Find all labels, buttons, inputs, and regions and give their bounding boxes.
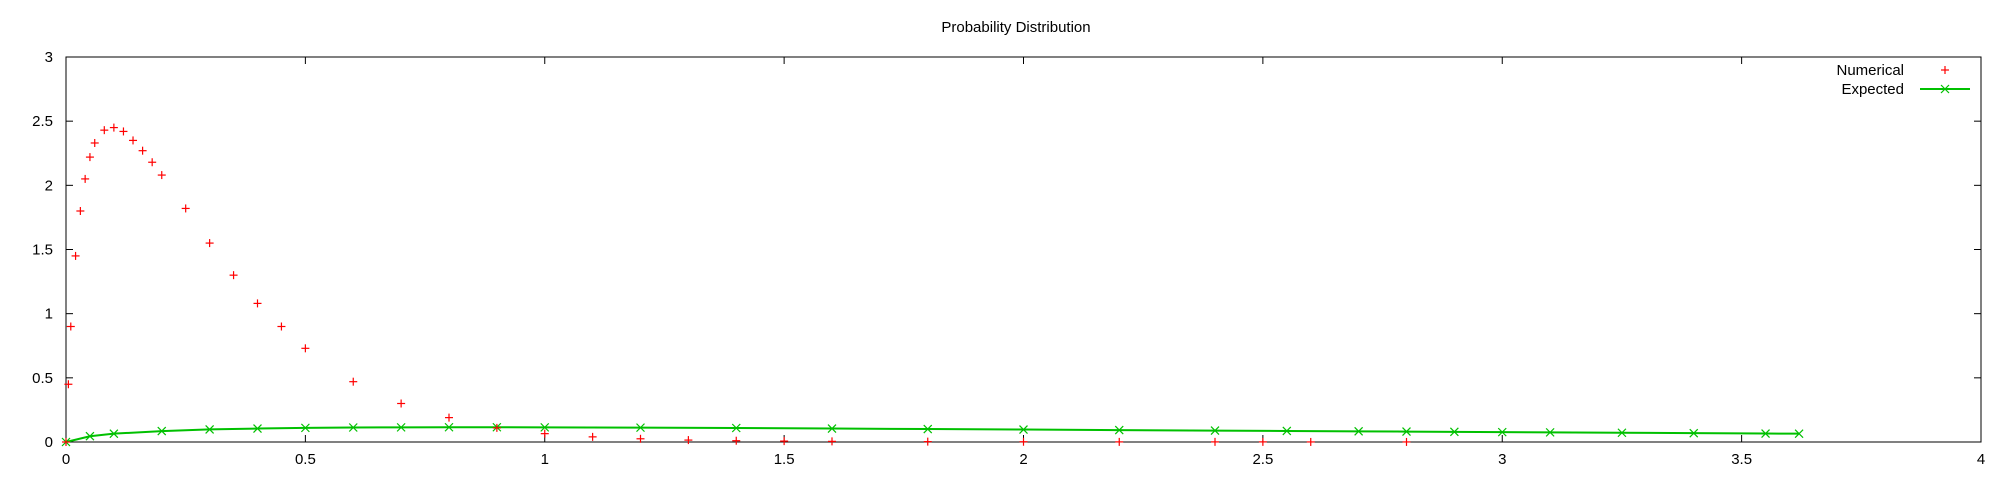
expected-point xyxy=(1617,428,1627,438)
legend-label-expected: Expected xyxy=(1841,81,1904,98)
expected-point xyxy=(1545,427,1555,437)
expected-point xyxy=(1114,425,1124,435)
expected-point xyxy=(1210,426,1220,436)
numerical-point xyxy=(349,377,358,386)
y-tick-label: 3 xyxy=(45,49,53,66)
legend-marker-expected xyxy=(1920,84,1970,94)
expected-point xyxy=(636,423,645,433)
legend-marker-numerical xyxy=(1941,66,1949,74)
numerical-point xyxy=(85,153,94,162)
numerical-point xyxy=(923,437,932,446)
numerical-point xyxy=(1115,437,1124,446)
x-axis: 0 0.5 1 1.5 2 2.5 3 3.5 4 xyxy=(62,57,1985,468)
legend-cross-marker xyxy=(1940,84,1950,94)
x-tick-label: 3 xyxy=(1498,451,1506,468)
expected-point xyxy=(1794,429,1804,439)
numerical-point xyxy=(205,239,214,248)
expected-point xyxy=(1689,428,1699,438)
numerical-point xyxy=(636,434,645,443)
expected-point xyxy=(205,424,215,434)
expected-point xyxy=(923,424,933,434)
expected-point xyxy=(540,422,550,432)
numerical-point xyxy=(138,146,147,155)
numerical-point xyxy=(81,174,90,183)
expected-point xyxy=(1019,425,1028,434)
numerical-point xyxy=(71,251,80,260)
y-tick-label: 0.5 xyxy=(32,370,53,387)
numerical-point xyxy=(1306,437,1315,446)
x-tick-label: 1 xyxy=(541,451,549,468)
x-tick-label: 0.5 xyxy=(295,451,316,468)
legend: Numerical Expected xyxy=(1836,62,1970,98)
numerical-point xyxy=(397,399,406,408)
numerical-point xyxy=(277,322,286,331)
numerical-point xyxy=(66,322,75,331)
x-tick-label: 3.5 xyxy=(1731,451,1752,468)
expected-point xyxy=(253,424,262,433)
numerical-point xyxy=(129,136,138,145)
y-axis: 0 0.5 1 1.5 2 2.5 3 xyxy=(32,49,1981,451)
numerical-point xyxy=(1258,437,1267,446)
y-tick-label: 2.5 xyxy=(32,113,53,130)
expected-point xyxy=(444,422,454,432)
expected-point xyxy=(1449,427,1459,437)
numerical-point xyxy=(1402,437,1411,446)
numerical-point xyxy=(76,207,85,215)
numerical-point xyxy=(732,436,741,445)
numerical-point xyxy=(828,437,836,446)
expected-point xyxy=(827,424,837,433)
expected-point xyxy=(157,426,167,436)
numerical-point xyxy=(301,344,310,353)
expected-point xyxy=(109,429,119,439)
chart-title: Probability Distribution xyxy=(941,19,1090,36)
x-tick-label: 1.5 xyxy=(774,451,795,468)
expected-point xyxy=(1497,427,1507,437)
expected-point xyxy=(396,422,406,432)
numerical-point xyxy=(540,429,549,438)
expected-point xyxy=(85,431,95,441)
y-tick-label: 2 xyxy=(45,177,53,194)
legend-label-numerical: Numerical xyxy=(1836,62,1904,79)
numerical-point xyxy=(492,423,501,432)
expected-line xyxy=(65,426,1800,443)
numerical-point xyxy=(90,138,99,147)
numerical-point xyxy=(1019,437,1028,446)
numerical-point xyxy=(253,299,262,308)
numerical-point xyxy=(119,127,128,136)
numerical-point xyxy=(588,432,597,441)
numerical-point xyxy=(684,436,693,445)
numerical-point xyxy=(100,126,109,135)
y-tick-label: 0 xyxy=(45,434,53,451)
x-tick-label: 2.5 xyxy=(1252,451,1273,468)
numerical-point xyxy=(229,271,238,280)
numerical-point xyxy=(109,123,118,132)
numerical-point xyxy=(1211,437,1219,446)
numerical-point xyxy=(157,171,166,180)
expected-point xyxy=(1354,426,1364,436)
series-expected xyxy=(61,422,1804,447)
x-tick-label: 2 xyxy=(1019,451,1027,468)
series-numerical xyxy=(62,123,1411,446)
expected-point xyxy=(1282,426,1292,436)
x-tick-label: 4 xyxy=(1977,451,1985,468)
numerical-point xyxy=(148,158,157,167)
expected-point xyxy=(300,423,310,433)
legend-plus-marker xyxy=(1941,66,1949,74)
y-tick-label: 1 xyxy=(45,306,53,323)
numerical-point xyxy=(62,438,70,446)
expected-point xyxy=(1402,427,1411,437)
expected-point xyxy=(731,423,741,433)
x-tick-label: 0 xyxy=(62,451,70,468)
expected-point xyxy=(1761,429,1770,438)
expected-point xyxy=(348,423,358,432)
numerical-point xyxy=(64,380,73,389)
numerical-point xyxy=(181,204,190,213)
numerical-point xyxy=(445,413,453,422)
series-layer xyxy=(61,123,1804,447)
numerical-point xyxy=(780,437,789,446)
y-tick-label: 1.5 xyxy=(32,242,53,259)
